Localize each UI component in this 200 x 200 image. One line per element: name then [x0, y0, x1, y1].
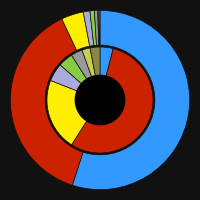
- Wedge shape: [60, 55, 87, 84]
- Wedge shape: [90, 11, 97, 45]
- Wedge shape: [72, 50, 92, 80]
- Wedge shape: [10, 19, 83, 185]
- Wedge shape: [99, 10, 100, 45]
- Wedge shape: [72, 10, 190, 190]
- Wedge shape: [51, 65, 82, 91]
- Wedge shape: [72, 49, 153, 153]
- Wedge shape: [47, 80, 87, 145]
- Wedge shape: [83, 11, 94, 46]
- Wedge shape: [94, 10, 99, 45]
- Wedge shape: [62, 12, 90, 50]
- Wedge shape: [98, 10, 99, 45]
- Wedge shape: [100, 47, 113, 77]
- Wedge shape: [90, 47, 100, 77]
- Circle shape: [75, 75, 125, 125]
- Wedge shape: [82, 48, 96, 78]
